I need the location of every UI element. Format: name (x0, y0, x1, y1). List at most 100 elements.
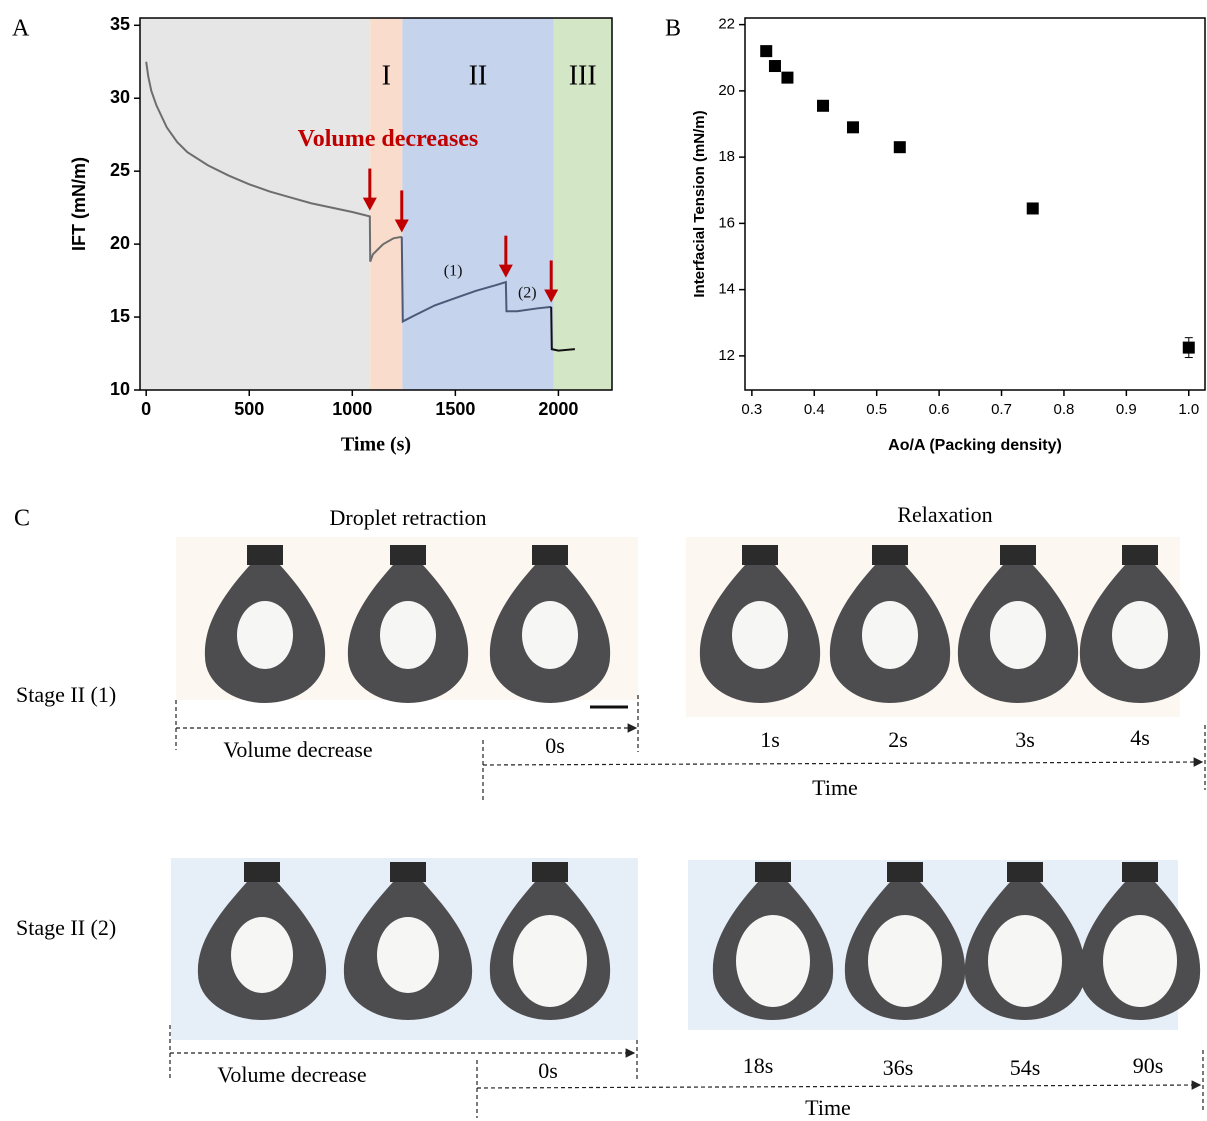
time-point: 90s (1133, 1053, 1164, 1078)
time-point: 0s (545, 733, 565, 758)
point (1026, 202, 1039, 215)
y-tick-label: 25 (110, 160, 130, 180)
point (846, 121, 859, 134)
heading: Droplet retraction (330, 505, 487, 530)
needle (887, 862, 923, 882)
y-tick-label: 15 (110, 306, 130, 326)
x-tick-label: 0.3 (741, 401, 762, 418)
panel-label: A (12, 16, 30, 42)
region-label: II (469, 60, 488, 91)
stage-label: Stage II (1) (16, 682, 116, 707)
time-label: Time (805, 1095, 851, 1120)
droplet-hole (1103, 915, 1177, 1007)
arrow-head (362, 197, 377, 211)
y-tick-label: 10 (110, 379, 130, 399)
panel-label: C (14, 506, 30, 532)
needle (532, 545, 568, 565)
point (768, 60, 781, 73)
x-tick-label: 0 (141, 399, 151, 419)
panel-label: B (665, 16, 681, 42)
y-tick-label: 35 (110, 14, 130, 34)
point (781, 71, 794, 84)
needle (1122, 545, 1158, 565)
heading: Relaxation (897, 502, 992, 527)
arrow (498, 235, 513, 278)
y-tick-label: 22 (718, 16, 735, 33)
x-tick-label: 0.4 (804, 401, 825, 418)
volume-label: Volume decrease (223, 737, 372, 762)
region (370, 18, 403, 390)
needle (872, 545, 908, 565)
point (1182, 341, 1195, 354)
droplet-hole (732, 601, 788, 669)
y-axis-label: Interfacial Tension (mN/m) (691, 110, 708, 297)
plot-frame (139, 17, 613, 391)
annotation: (2) (518, 284, 537, 301)
dash-arrow (482, 757, 1204, 767)
time-point: 18s (743, 1053, 774, 1078)
time-point: 0s (538, 1058, 558, 1083)
region-label: I (382, 60, 391, 91)
plot-frame (744, 17, 1206, 391)
droplet-hole (862, 601, 918, 669)
y-tick-label: 30 (110, 87, 130, 107)
droplet-hole (990, 601, 1046, 669)
x-tick-label: 0.8 (1054, 401, 1075, 418)
point (760, 45, 773, 58)
region (140, 18, 371, 390)
droplet-hole (868, 915, 942, 1007)
time-point: 36s (883, 1055, 914, 1080)
needle (390, 862, 426, 882)
time-point: 3s (1015, 727, 1035, 752)
droplet-hole (988, 915, 1062, 1007)
time-point: 2s (888, 727, 908, 752)
x-tick-label: 500 (234, 399, 264, 419)
needle (755, 862, 791, 882)
y-tick-label: 20 (718, 82, 735, 99)
region (402, 18, 554, 390)
droplet-hole (513, 915, 587, 1007)
annotation: Volume decreases (298, 126, 479, 152)
annotation: (1) (444, 263, 463, 280)
needle (742, 545, 778, 565)
droplet-hole (522, 601, 578, 669)
time-point: 54s (1010, 1055, 1041, 1080)
y-axis-label: IFT (mN/m) (69, 157, 89, 251)
needle (390, 545, 426, 565)
needle (1007, 862, 1043, 882)
time-point: 1s (760, 727, 780, 752)
y-tick-label: 18 (718, 148, 735, 165)
arrow-head (498, 264, 513, 278)
point (893, 141, 906, 154)
stage-label: Stage II (2) (16, 915, 116, 940)
y-tick-label: 12 (718, 347, 735, 364)
arrow (394, 190, 409, 233)
x-tick-label: 1000 (332, 399, 372, 419)
needle (532, 862, 568, 882)
x-tick-label: 0.6 (929, 401, 950, 418)
x-tick-label: 1500 (435, 399, 475, 419)
volume-label: Volume decrease (217, 1062, 366, 1087)
droplet-hole (377, 917, 439, 993)
dash-arrow (476, 1080, 1202, 1090)
y-tick-label: 20 (110, 233, 130, 253)
arrow (362, 168, 377, 211)
x-tick-label: 1.0 (1178, 401, 1199, 418)
x-axis-label: Time (s) (341, 434, 411, 456)
x-tick-label: 0.5 (866, 401, 887, 418)
droplet-hole (237, 601, 293, 669)
line (145, 61, 402, 262)
time-label: Time (812, 775, 858, 800)
line (400, 236, 552, 324)
droplets (197, 545, 1201, 1020)
y-tick-label: 16 (718, 214, 735, 231)
line (550, 306, 575, 352)
x-axis-label: Ao/A (Packing density) (888, 437, 1062, 454)
region-label: III (569, 60, 597, 91)
needle (1122, 862, 1158, 882)
droplet-hole (736, 915, 810, 1007)
needle (1000, 545, 1036, 565)
x-tick-label: 0.9 (1116, 401, 1137, 418)
time-point: 4s (1130, 725, 1150, 750)
